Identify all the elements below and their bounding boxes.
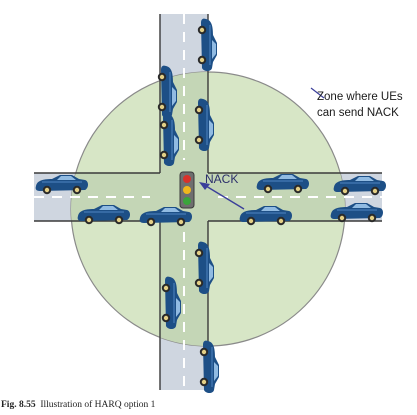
zone-label-line1: Zone where UEs (317, 91, 403, 103)
nack-label: NACK (205, 172, 238, 186)
figure-caption: Fig. 8.55 Illustration of HARQ option 1 (1, 397, 401, 413)
caption-number: Fig. 8.55 (1, 400, 36, 410)
caption-text: Illustration of HARQ option 1 (40, 400, 156, 410)
nack-arrow (199, 182, 245, 210)
zone-label-line2: can send NACK (317, 107, 399, 119)
traffic-light-icon (179, 171, 195, 209)
zone-leader-line (310, 87, 325, 99)
lane-markings (34, 14, 382, 390)
